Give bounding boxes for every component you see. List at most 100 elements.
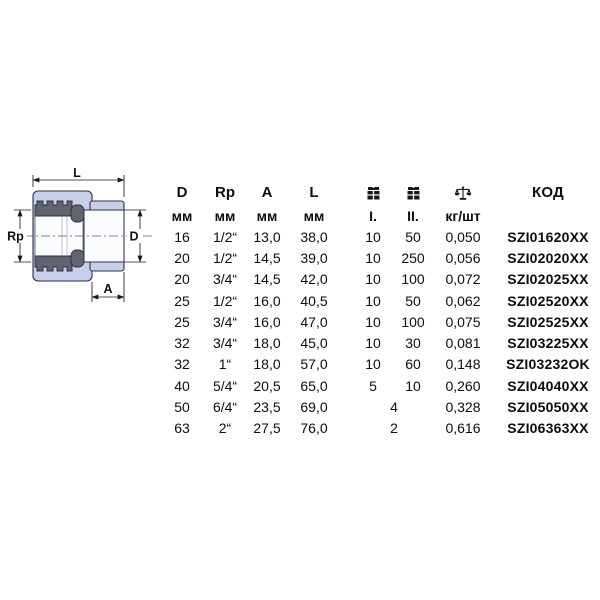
cell-a: 14,5 <box>253 271 281 288</box>
column-gap <box>340 332 354 353</box>
cell-pack1: 10 <box>365 292 381 309</box>
fitting-cross-section <box>7 190 153 282</box>
cell-weight: 0,050 <box>445 228 481 245</box>
cell-l: 47,0 <box>300 313 328 330</box>
column-gap <box>340 354 354 375</box>
unit-weight: кг/шт <box>445 207 481 224</box>
cell-a: 16,0 <box>253 313 281 330</box>
column-gap <box>340 418 354 439</box>
cell-pack2: 10 <box>405 377 421 394</box>
column-gap <box>340 290 354 311</box>
dim-label-A: A <box>103 282 112 296</box>
cell-rp: 3/4“ <box>212 335 238 352</box>
dim-label-Rp: Rp <box>7 230 24 244</box>
cell-l: 69,0 <box>300 399 328 416</box>
cell-weight: 0,328 <box>445 399 481 416</box>
table-row: 50 6/4“ 23,5 69,0 4 0,328 SZI05050XX <box>160 396 592 417</box>
unit-code <box>504 205 592 226</box>
cell-a: 27,5 <box>253 420 281 437</box>
table-row: 32 3/4“ 18,0 45,0 10 30 0,081 SZI03225XX <box>160 332 592 353</box>
cell-pack-span: 2 <box>390 420 398 437</box>
unit-rp: мм <box>214 207 236 224</box>
dim-label-D: D <box>129 230 138 244</box>
spec-table: D Rp A L <box>160 180 592 439</box>
cell-code: SZI02025XX <box>507 271 589 288</box>
cell-d: 25 <box>174 292 190 309</box>
cell-l: 65,0 <box>300 377 328 394</box>
cell-weight: 0,260 <box>445 377 481 394</box>
cell-d: 20 <box>174 271 190 288</box>
column-gap <box>340 269 354 290</box>
cell-pack1: 5 <box>369 377 377 394</box>
package-icon <box>367 186 380 200</box>
cell-pack1: 10 <box>365 313 381 330</box>
cell-pack2: 60 <box>405 356 421 373</box>
cell-pack1: 10 <box>365 335 381 352</box>
cell-pack2: 50 <box>405 292 421 309</box>
cell-a: 13,0 <box>253 228 281 245</box>
cell-pack2: 30 <box>405 335 421 352</box>
cell-d: 63 <box>174 420 190 437</box>
unit-a: мм <box>256 207 278 224</box>
table-row: 20 3/4“ 14,5 42,0 10 100 0,072 SZI02025X… <box>160 269 592 290</box>
column-gap <box>492 180 504 205</box>
table-row: 25 1/2“ 16,0 40,5 10 50 0,062 SZI02520XX <box>160 290 592 311</box>
cell-d: 50 <box>174 399 190 416</box>
cell-code: SZI06363XX <box>507 420 589 437</box>
cell-rp: 5/4“ <box>212 377 238 394</box>
cell-code: SZI01620XX <box>507 228 589 245</box>
column-gap <box>340 205 354 226</box>
cell-l: 40,5 <box>300 292 328 309</box>
header-row-titles: D Rp A L <box>160 180 592 205</box>
cell-l: 39,0 <box>300 249 328 266</box>
column-gap <box>340 247 354 268</box>
cell-d: 16 <box>174 228 190 245</box>
table-row: 63 2“ 27,5 76,0 2 0,616 SZI06363XX <box>160 418 592 439</box>
cell-weight: 0,075 <box>445 313 481 330</box>
fitting-drawing: L Rp D A <box>4 166 153 302</box>
cell-code: SZI02525XX <box>507 313 589 330</box>
cell-l: 57,0 <box>300 356 328 373</box>
cell-code: SZI03232OK <box>506 356 590 373</box>
column-gap <box>492 332 504 353</box>
dim-label-L: L <box>73 166 81 180</box>
cell-d: 25 <box>174 313 190 330</box>
column-header-pack2 <box>392 180 434 205</box>
cell-pack2: 100 <box>401 271 425 288</box>
cell-code: SZI04040XX <box>507 377 589 394</box>
cell-pack2: 250 <box>401 249 425 266</box>
column-header-rp: Rp <box>215 184 235 201</box>
cell-weight: 0,062 <box>445 292 481 309</box>
dimension-labels: L Rp D A <box>4 166 141 296</box>
column-gap <box>340 375 354 396</box>
column-gap <box>340 396 354 417</box>
cell-d: 40 <box>174 377 190 394</box>
table-row: 16 1/2“ 13,0 38,0 10 50 0,050 SZI01620XX <box>160 226 592 247</box>
column-header-l: L <box>309 184 319 201</box>
cell-rp: 1/2“ <box>212 292 238 309</box>
cell-rp: 2“ <box>218 420 232 437</box>
cell-code: SZI02520XX <box>507 292 589 309</box>
cell-code: SZI05050XX <box>507 399 589 416</box>
cell-rp: 6/4“ <box>212 399 238 416</box>
column-gap <box>492 418 504 439</box>
cell-pack2: 50 <box>405 228 421 245</box>
cell-a: 14,5 <box>253 249 281 266</box>
cell-pack1: 10 <box>365 271 381 288</box>
cell-l: 76,0 <box>300 420 328 437</box>
cell-d: 20 <box>174 249 190 266</box>
unit-d: мм <box>171 207 193 224</box>
cell-pack-span: 4 <box>390 399 398 416</box>
package-icon <box>407 186 420 200</box>
table-row: 32 1“ 18,0 57,0 10 60 0,148 SZI03232OK <box>160 354 592 375</box>
unit-pack1: I. <box>369 207 377 224</box>
column-header-pack1 <box>354 180 392 205</box>
table-row: 25 3/4“ 16,0 47,0 10 100 0,075 SZI02525X… <box>160 311 592 332</box>
column-header-weight <box>434 180 492 205</box>
cell-pack2: 100 <box>401 313 425 330</box>
column-header-d: D <box>176 184 188 201</box>
column-header-a: A <box>261 184 273 201</box>
cell-code: SZI02020XX <box>507 249 589 266</box>
cell-l: 42,0 <box>300 271 328 288</box>
